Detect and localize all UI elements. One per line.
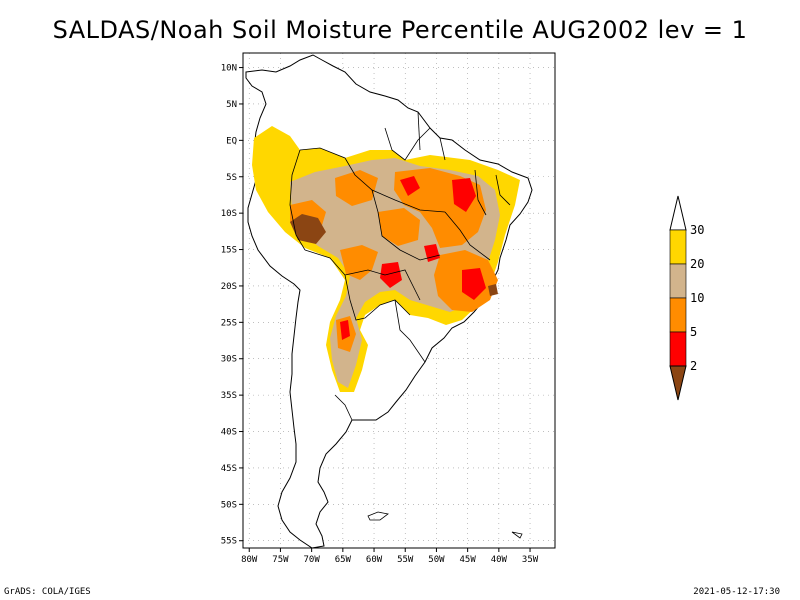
lat-tick-label: 55S [221,537,237,547]
legend-label: 20 [690,257,704,271]
lat-tick-label: 25S [221,318,237,328]
country-borders [289,111,511,421]
islands [367,511,523,539]
lat-tick-label: 30S [221,355,237,365]
colorbar-legend: 30 20 10 5 2 [669,195,704,401]
lat-tick-label: 40S [221,428,237,438]
legend-label: 30 [690,223,704,237]
lon-tick-label: 70W [304,555,321,565]
lat-tick-label: 45S [221,464,237,474]
legend-swatch [669,229,687,265]
legend-cap-bottom [669,365,687,401]
legend-swatch [669,297,687,333]
lat-tick-label: 15S [221,246,237,256]
lat-tick-label: 35S [221,391,237,401]
lat-tick-label: 20S [221,282,237,292]
patch-2-5 [380,262,402,288]
patch-5-10 [335,170,378,206]
patch-2-5 [424,244,440,262]
patch-2-5 [462,268,486,300]
axis-ticks: 80W 75W 70W 65W 60W 55W 50W 45W 40W 35W 10N 5N EQ 5S 1… [221,64,539,565]
lat-tick-label: 5S [226,173,237,183]
lon-tick-label: 65W [335,555,352,565]
patch-5-10 [378,208,420,246]
lon-tick-label: 80W [241,555,258,565]
patch-2-5 [340,320,350,340]
lon-tick-label: 55W [397,555,414,565]
lon-tick-label: 60W [366,555,383,565]
legend-swatch [669,331,687,367]
legend-label: 5 [690,325,697,339]
legend-label: 10 [690,291,704,305]
footer-timestamp: 2021-05-12-17:30 [693,587,780,597]
patch-below-2 [488,284,498,296]
lat-tick-label: 10N [221,64,237,74]
patch-below-2 [290,214,326,244]
lon-tick-label: 40W [491,555,508,565]
plot-frame [242,52,556,549]
lat-tick-label: EQ [226,136,237,146]
legend-cap-top [669,195,687,231]
legend-swatch [669,263,687,299]
lon-tick-label: 50W [428,555,445,565]
map-title: SALDAS/Noah Soil Moisture Percentile AUG… [52,16,748,44]
patch-2-5 [400,176,420,196]
lon-tick-label: 35W [522,555,539,565]
legend-label: 2 [690,359,697,373]
lat-tick-label: 5N [226,100,237,110]
lat-tick-label: 50S [221,500,237,510]
patch-5-10 [340,245,378,280]
patch-2-5 [452,178,476,212]
lon-tick-label: 45W [460,555,477,565]
lon-tick-label: 75W [272,555,289,565]
footer-credit: GrADS: COLA/IGES [4,587,91,597]
lat-tick-label: 10S [221,209,237,219]
